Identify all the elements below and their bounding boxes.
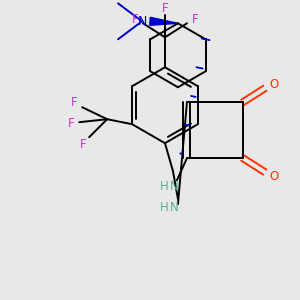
Text: F: F	[80, 138, 86, 151]
Text: F: F	[71, 96, 77, 109]
Text: N: N	[169, 180, 178, 193]
Text: O: O	[269, 169, 278, 183]
Text: N: N	[169, 201, 178, 214]
Text: H: H	[160, 201, 168, 214]
Text: H: H	[160, 180, 168, 193]
Text: F: F	[162, 2, 168, 15]
Text: O: O	[269, 78, 278, 91]
Text: F: F	[192, 13, 198, 26]
Text: F: F	[132, 13, 138, 26]
Text: F: F	[68, 117, 74, 130]
Polygon shape	[150, 17, 178, 25]
Text: N: N	[137, 15, 147, 28]
